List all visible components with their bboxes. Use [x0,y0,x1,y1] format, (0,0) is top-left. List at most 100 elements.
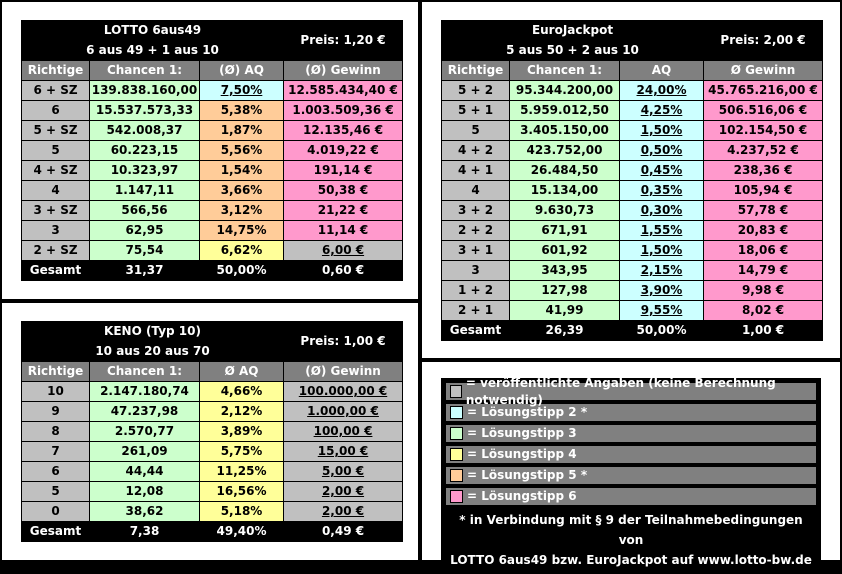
color-swatch-yellow [450,448,463,461]
eurojackpot-title: EuroJackpot [440,20,705,41]
richtige-cell: 6 [21,100,90,121]
table-row: 10 2.147.180,74 4,66% 100.000,00 € [21,381,404,402]
total-row: Gesamt 31,37 50,00% 0,60 € [21,260,404,281]
aq-cell: 3,90% [618,280,705,301]
table-row: 4 15.134,00 0,35% 105,94 € [441,180,824,201]
chancen-cell: 5.959.012,50 [509,100,620,121]
chancen-cell: 261,09 [89,441,200,462]
col-header-chancen: Chancen 1: [509,60,620,81]
richtige-cell: 5 + 2 [441,80,510,101]
gewinn-cell: 2,00 € [283,481,404,502]
total-gewinn: 1,00 € [703,320,824,341]
col-header-gewinn: Ø Gewinn [703,60,824,81]
chancen-cell: 423.752,00 [509,140,620,161]
chancen-cell: 62,95 [89,220,200,241]
gewinn-cell: 4.019,22 € [283,140,404,161]
gewinn-cell: 12.585.434,40 € [283,80,404,101]
aq-cell: 0,35% [618,180,705,201]
gewinn-cell: 20,83 € [703,220,824,241]
chancen-cell: 139.838.160,00 [89,80,200,101]
eurojackpot-table: EuroJackpot Preis: 2,00 € 5 aus 50 + 2 a… [440,20,824,341]
table-row: 6 44,44 11,25% 5,00 € [21,461,404,482]
col-header-gewinn: (Ø) Gewinn [283,361,404,382]
gewinn-cell: 102.154,50 € [703,120,824,141]
richtige-cell: 2 + 2 [441,220,510,241]
aq-cell: 16,56% [198,481,285,502]
aq-cell: 6,62% [198,240,285,261]
legend-item-published: = veröffentlichte Angaben (keine Berechn… [445,376,817,407]
legend-label: = Lösungstipp 2 * [467,405,588,419]
table-row: 4 1.147,11 3,66% 50,38 € [21,180,404,201]
table-row: 7 261,09 5,75% 15,00 € [21,441,404,462]
table-row: 2 + 1 41,99 9,55% 8,02 € [441,300,824,321]
richtige-cell: 4 [441,180,510,201]
richtige-cell: 8 [21,421,90,442]
table-row: 2 + SZ 75,54 6,62% 6,00 € [21,240,404,261]
aq-cell: 4,25% [618,100,705,121]
richtige-cell: 4 + 1 [441,160,510,181]
aq-cell: 3,12% [198,200,285,221]
gewinn-cell: 21,22 € [283,200,404,221]
keno-subtitle: 10 aus 20 aus 70 [20,341,285,362]
aq-cell: 0,50% [618,140,705,161]
gewinn-cell: 238,36 € [703,160,824,181]
total-row: Gesamt 26,39 50,00% 1,00 € [441,320,824,341]
aq-cell: 5,38% [198,100,285,121]
gewinn-cell: 191,14 € [283,160,404,181]
chancen-cell: 10.323,97 [89,160,200,181]
richtige-cell: 3 + SZ [21,200,90,221]
lotto-title: LOTTO 6aus49 [20,20,285,41]
chancen-cell: 343,95 [509,260,620,281]
color-swatch-blue [450,406,463,419]
legend-item-tip5: = Lösungstipp 5 * [445,466,817,485]
richtige-cell: 1 + 2 [441,280,510,301]
chancen-cell: 95.344.200,00 [509,80,620,101]
col-header-richtige: Richtige [21,361,90,382]
aq-cell: 5,75% [198,441,285,462]
gewinn-cell: 1.000,00 € [283,401,404,422]
color-swatch-orange [450,469,463,482]
legend-item-tip2: = Lösungstipp 2 * [445,403,817,422]
gewinn-cell: 50,38 € [283,180,404,201]
eurojackpot-subtitle: 5 aus 50 + 2 aus 10 [440,40,705,61]
gewinn-cell: 18,06 € [703,240,824,261]
table-row: 4 + SZ 10.323,97 1,54% 191,14 € [21,160,404,181]
col-header-chancen: Chancen 1: [89,60,200,81]
total-aq: 49,40% [198,521,285,542]
richtige-cell: 4 [21,180,90,201]
chancen-cell: 601,92 [509,240,620,261]
table-row: 5 3.405.150,00 1,50% 102.154,50 € [441,120,824,141]
richtige-cell: 7 [21,441,90,462]
total-gewinn: 0,49 € [283,521,404,542]
gewinn-cell: 9,98 € [703,280,824,301]
legend-label: = Lösungstipp 5 * [467,468,588,482]
gewinn-cell: 6,00 € [283,240,404,261]
aq-cell: 3,89% [198,421,285,442]
chancen-cell: 2.570,77 [89,421,200,442]
table-row: 6 + SZ 139.838.160,00 7,50% 12.585.434,40 € [21,80,404,101]
legend-label: = Lösungstipp 4 [467,447,577,461]
legend-label: = Lösungstipp 3 [467,426,577,440]
gewinn-cell: 2,00 € [283,501,404,522]
aq-cell: 1,50% [618,240,705,261]
table-row: 4 + 2 423.752,00 0,50% 4.237,52 € [441,140,824,161]
legend-footnote: * in Verbindung mit § 9 der Teilnahmebed… [441,508,821,572]
chancen-cell: 47.237,98 [89,401,200,422]
aq-cell: 11,25% [198,461,285,482]
chancen-cell: 542.008,37 [89,120,200,141]
chancen-cell: 26.484,50 [509,160,620,181]
richtige-cell: 2 + 1 [441,300,510,321]
richtige-cell: 3 + 1 [441,240,510,261]
richtige-cell: 5 [441,120,510,141]
gewinn-cell: 4.237,52 € [703,140,824,161]
total-aq: 50,00% [618,320,705,341]
total-label: Gesamt [21,260,90,281]
table-row: 5 + 2 95.344.200,00 24,00% 45.765.216,00 € [441,80,824,101]
total-aq: 50,00% [198,260,285,281]
aq-cell: 2,12% [198,401,285,422]
aq-cell: 3,66% [198,180,285,201]
table-row: 3 62,95 14,75% 11,14 € [21,220,404,241]
aq-cell: 5,18% [198,501,285,522]
total-chancen: 26,39 [509,320,620,341]
richtige-cell: 10 [21,381,90,402]
